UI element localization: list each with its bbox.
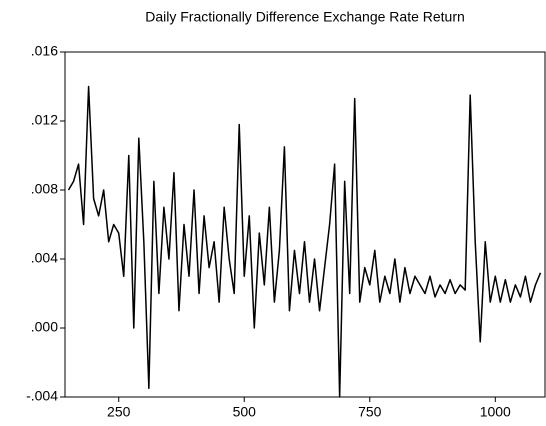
y-tick-label: .004 [31, 250, 58, 266]
y-tick-label: .016 [31, 43, 58, 59]
series-line [67, 85, 542, 398]
y-tick-label: .000 [31, 319, 58, 335]
y-tick-label: -.004 [26, 388, 58, 404]
chart-title: Daily Fractionally Difference Exchange R… [145, 9, 465, 25]
y-tick-label: .008 [31, 181, 58, 197]
plot-frame [64, 51, 546, 398]
x-tick-label: 1000 [480, 404, 511, 420]
y-tick-label: .012 [31, 112, 58, 128]
x-tick-label: 500 [233, 404, 257, 420]
x-tick-label: 750 [358, 404, 382, 420]
x-tick-label: 250 [107, 404, 131, 420]
